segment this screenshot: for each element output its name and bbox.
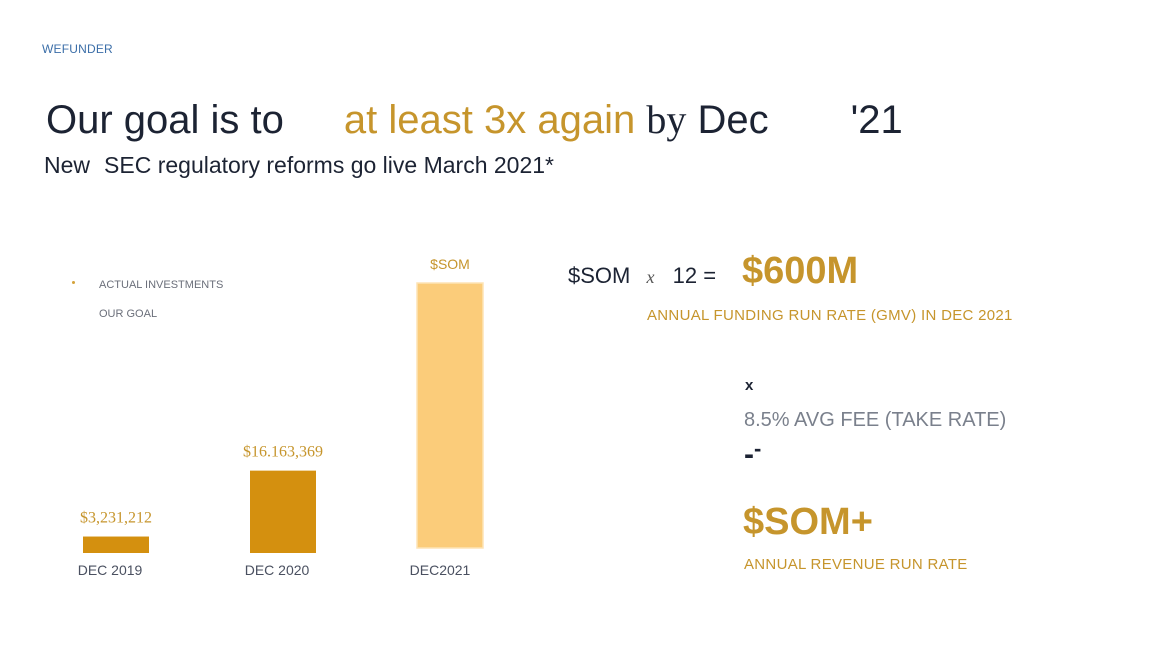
bar-dec-2019 bbox=[83, 536, 149, 553]
title-part-3: by bbox=[646, 97, 687, 142]
equation-som: $SOM bbox=[568, 263, 631, 288]
funding-result: $600M bbox=[742, 250, 859, 292]
data-label-1: $16.163,369 bbox=[243, 444, 323, 461]
legend-actual: ACTUAL INVESTMENTS bbox=[99, 279, 224, 291]
data-label-0: $3,231,212 bbox=[80, 510, 152, 527]
fee-text: 8.5% AVG FEE (TAKE RATE) bbox=[744, 409, 1007, 431]
subtitle-part-2: SEC regulatory reforms go live March 202… bbox=[104, 152, 554, 178]
bar-dec2021 bbox=[416, 282, 484, 549]
x-tick-1: DEC 2020 bbox=[245, 562, 310, 578]
page-title: Our goal is to at least 3x again by Dec '2… bbox=[46, 96, 903, 143]
legend-goal: OUR GOAL bbox=[99, 308, 158, 320]
equation-times: x bbox=[646, 267, 655, 287]
bar-dec-2020 bbox=[250, 470, 316, 553]
title-part-5: '21 bbox=[850, 98, 903, 142]
title-part-4: Dec bbox=[697, 98, 769, 142]
legend-bullet bbox=[72, 281, 75, 284]
x-tick-2: DEC2021 bbox=[410, 562, 471, 578]
subtitle-part-1: New bbox=[44, 152, 91, 178]
funding-caption: ANNUAL FUNDING RUN RATE (GMV) IN DEC 202… bbox=[647, 307, 1013, 324]
title-highlight: at least 3x again bbox=[343, 98, 636, 142]
dash-2: - bbox=[754, 436, 762, 461]
brand-label: WEFUNDER bbox=[42, 42, 113, 56]
dash-1: - bbox=[744, 438, 754, 471]
equation-twelve: 12 = bbox=[672, 263, 717, 288]
equation: $SOM x 12 = bbox=[568, 263, 716, 289]
data-label-2: $SOM bbox=[430, 256, 470, 272]
revenue-result: $SOM+ bbox=[743, 501, 873, 543]
x-tick-0: DEC 2019 bbox=[78, 562, 143, 578]
divider-dash: -- bbox=[744, 438, 761, 471]
title-part-1: Our goal is to bbox=[46, 98, 284, 142]
revenue-times: x bbox=[745, 377, 754, 394]
bar-chart: $3,231,212 DEC 2019 $16.163,369 DEC 2020 $SO… bbox=[78, 256, 484, 578]
subtitle: New SEC regulatory reforms go live March … bbox=[44, 152, 554, 179]
revenue-caption: ANNUAL REVENUE RUN RATE bbox=[744, 556, 968, 573]
